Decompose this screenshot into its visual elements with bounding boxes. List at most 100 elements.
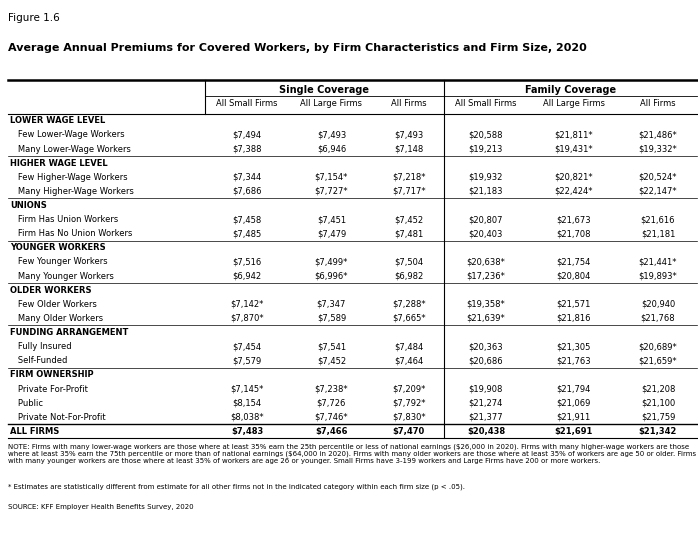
- Text: $19,932: $19,932: [469, 173, 503, 182]
- Text: Family Coverage: Family Coverage: [525, 85, 616, 95]
- Text: $21,486*: $21,486*: [639, 131, 677, 140]
- Text: $21,639*: $21,639*: [466, 314, 505, 323]
- Text: $7,154*: $7,154*: [315, 173, 348, 182]
- Text: $21,816: $21,816: [556, 314, 591, 323]
- Text: $7,148: $7,148: [394, 144, 423, 154]
- Text: $7,665*: $7,665*: [392, 314, 426, 323]
- Text: $20,438: $20,438: [467, 427, 505, 436]
- Text: Firm Has No Union Workers: Firm Has No Union Workers: [10, 229, 133, 238]
- Text: $21,763: $21,763: [556, 356, 591, 365]
- Text: UNIONS: UNIONS: [10, 201, 47, 210]
- Text: $6,982: $6,982: [394, 272, 423, 280]
- Text: $7,479: $7,479: [317, 229, 346, 238]
- Text: $20,689*: $20,689*: [639, 342, 677, 351]
- Text: FIRM OWNERSHIP: FIRM OWNERSHIP: [10, 370, 94, 379]
- Text: $21,754: $21,754: [556, 257, 591, 266]
- Text: $20,821*: $20,821*: [554, 173, 593, 182]
- Text: NOTE: Firms with many lower-wage workers are those where at least 35% earn the 2: NOTE: Firms with many lower-wage workers…: [8, 443, 697, 464]
- Text: All Firms: All Firms: [640, 99, 676, 108]
- Text: $7,464: $7,464: [394, 356, 423, 365]
- Text: $20,363: $20,363: [468, 342, 503, 351]
- Text: $7,452: $7,452: [394, 215, 423, 224]
- Text: $6,996*: $6,996*: [315, 272, 348, 280]
- Text: $21,708: $21,708: [556, 229, 591, 238]
- Text: $21,181: $21,181: [641, 229, 675, 238]
- Text: Few Older Workers: Few Older Workers: [10, 300, 97, 309]
- Text: $19,908: $19,908: [469, 384, 503, 393]
- Text: Single Coverage: Single Coverage: [279, 85, 369, 95]
- Text: $19,358*: $19,358*: [466, 300, 505, 309]
- Text: $6,942: $6,942: [232, 272, 262, 280]
- Text: $21,208: $21,208: [641, 384, 675, 393]
- Text: $7,686: $7,686: [232, 187, 262, 196]
- Text: $21,659*: $21,659*: [639, 356, 677, 365]
- Text: $21,305: $21,305: [556, 342, 591, 351]
- Text: $7,485: $7,485: [232, 229, 262, 238]
- Text: $7,142*: $7,142*: [230, 300, 264, 309]
- Text: $7,516: $7,516: [232, 257, 262, 266]
- Text: $22,424*: $22,424*: [554, 187, 593, 196]
- Text: $20,638*: $20,638*: [466, 257, 505, 266]
- Text: Few Lower-Wage Workers: Few Lower-Wage Workers: [10, 131, 125, 140]
- Text: $20,807: $20,807: [468, 215, 503, 224]
- Text: $20,940: $20,940: [641, 300, 675, 309]
- Text: $7,218*: $7,218*: [392, 173, 425, 182]
- Text: Many Older Workers: Many Older Workers: [10, 314, 103, 323]
- Text: $21,441*: $21,441*: [639, 257, 677, 266]
- Text: $7,484: $7,484: [394, 342, 423, 351]
- Text: $7,792*: $7,792*: [392, 399, 425, 408]
- Text: $7,209*: $7,209*: [392, 384, 425, 393]
- Text: $21,673: $21,673: [556, 215, 591, 224]
- Text: Many Lower-Wage Workers: Many Lower-Wage Workers: [10, 144, 131, 154]
- Text: $20,403: $20,403: [469, 229, 503, 238]
- Text: Public: Public: [10, 399, 43, 408]
- Text: $21,911: $21,911: [556, 413, 591, 422]
- Text: $7,830*: $7,830*: [392, 413, 426, 422]
- Text: $7,493: $7,493: [317, 131, 346, 140]
- Text: $20,588: $20,588: [468, 131, 503, 140]
- Text: $7,481: $7,481: [394, 229, 423, 238]
- Text: $7,452: $7,452: [317, 356, 346, 365]
- Text: Private For-Profit: Private For-Profit: [10, 384, 89, 393]
- Text: $20,804: $20,804: [556, 272, 591, 280]
- Text: $7,344: $7,344: [232, 173, 262, 182]
- Text: $21,768: $21,768: [641, 314, 675, 323]
- Text: $22,147*: $22,147*: [639, 187, 677, 196]
- Text: $7,541: $7,541: [317, 342, 346, 351]
- Text: All Large Firms: All Large Firms: [300, 99, 362, 108]
- Text: $21,377: $21,377: [468, 413, 503, 422]
- Text: $21,691: $21,691: [554, 427, 593, 436]
- Text: $7,483: $7,483: [231, 427, 263, 436]
- Text: $19,213: $19,213: [469, 144, 503, 154]
- Text: $17,236*: $17,236*: [466, 272, 505, 280]
- Text: All Large Firms: All Large Firms: [543, 99, 604, 108]
- Text: Many Higher-Wage Workers: Many Higher-Wage Workers: [10, 187, 134, 196]
- Text: $7,493: $7,493: [394, 131, 423, 140]
- Text: Self-Funded: Self-Funded: [10, 356, 68, 365]
- Text: $6,946: $6,946: [317, 144, 346, 154]
- Text: OLDER WORKERS: OLDER WORKERS: [10, 286, 92, 295]
- Text: $21,616: $21,616: [641, 215, 675, 224]
- Text: $7,466: $7,466: [315, 427, 348, 436]
- Text: $19,893*: $19,893*: [639, 272, 677, 280]
- Text: $7,726: $7,726: [317, 399, 346, 408]
- Text: Few Younger Workers: Few Younger Workers: [10, 257, 108, 266]
- Text: $7,347: $7,347: [317, 300, 346, 309]
- Text: $20,524*: $20,524*: [639, 173, 677, 182]
- Text: $7,145*: $7,145*: [230, 384, 264, 393]
- Text: $8,154: $8,154: [232, 399, 262, 408]
- Text: $7,388: $7,388: [232, 144, 262, 154]
- Text: $21,811*: $21,811*: [554, 131, 593, 140]
- Text: ALL FIRMS: ALL FIRMS: [10, 427, 60, 436]
- Text: Fully Insured: Fully Insured: [10, 342, 72, 351]
- Text: LOWER WAGE LEVEL: LOWER WAGE LEVEL: [10, 116, 105, 125]
- Text: $21,571: $21,571: [556, 300, 591, 309]
- Text: $7,579: $7,579: [232, 356, 262, 365]
- Text: $21,794: $21,794: [556, 384, 591, 393]
- Text: $7,589: $7,589: [317, 314, 346, 323]
- Text: $19,431*: $19,431*: [554, 144, 593, 154]
- Text: $7,727*: $7,727*: [315, 187, 348, 196]
- Text: * Estimates are statistically different from estimate for all other firms not in: * Estimates are statistically different …: [8, 484, 466, 490]
- Text: All Firms: All Firms: [391, 99, 426, 108]
- Text: Few Higher-Wage Workers: Few Higher-Wage Workers: [10, 173, 128, 182]
